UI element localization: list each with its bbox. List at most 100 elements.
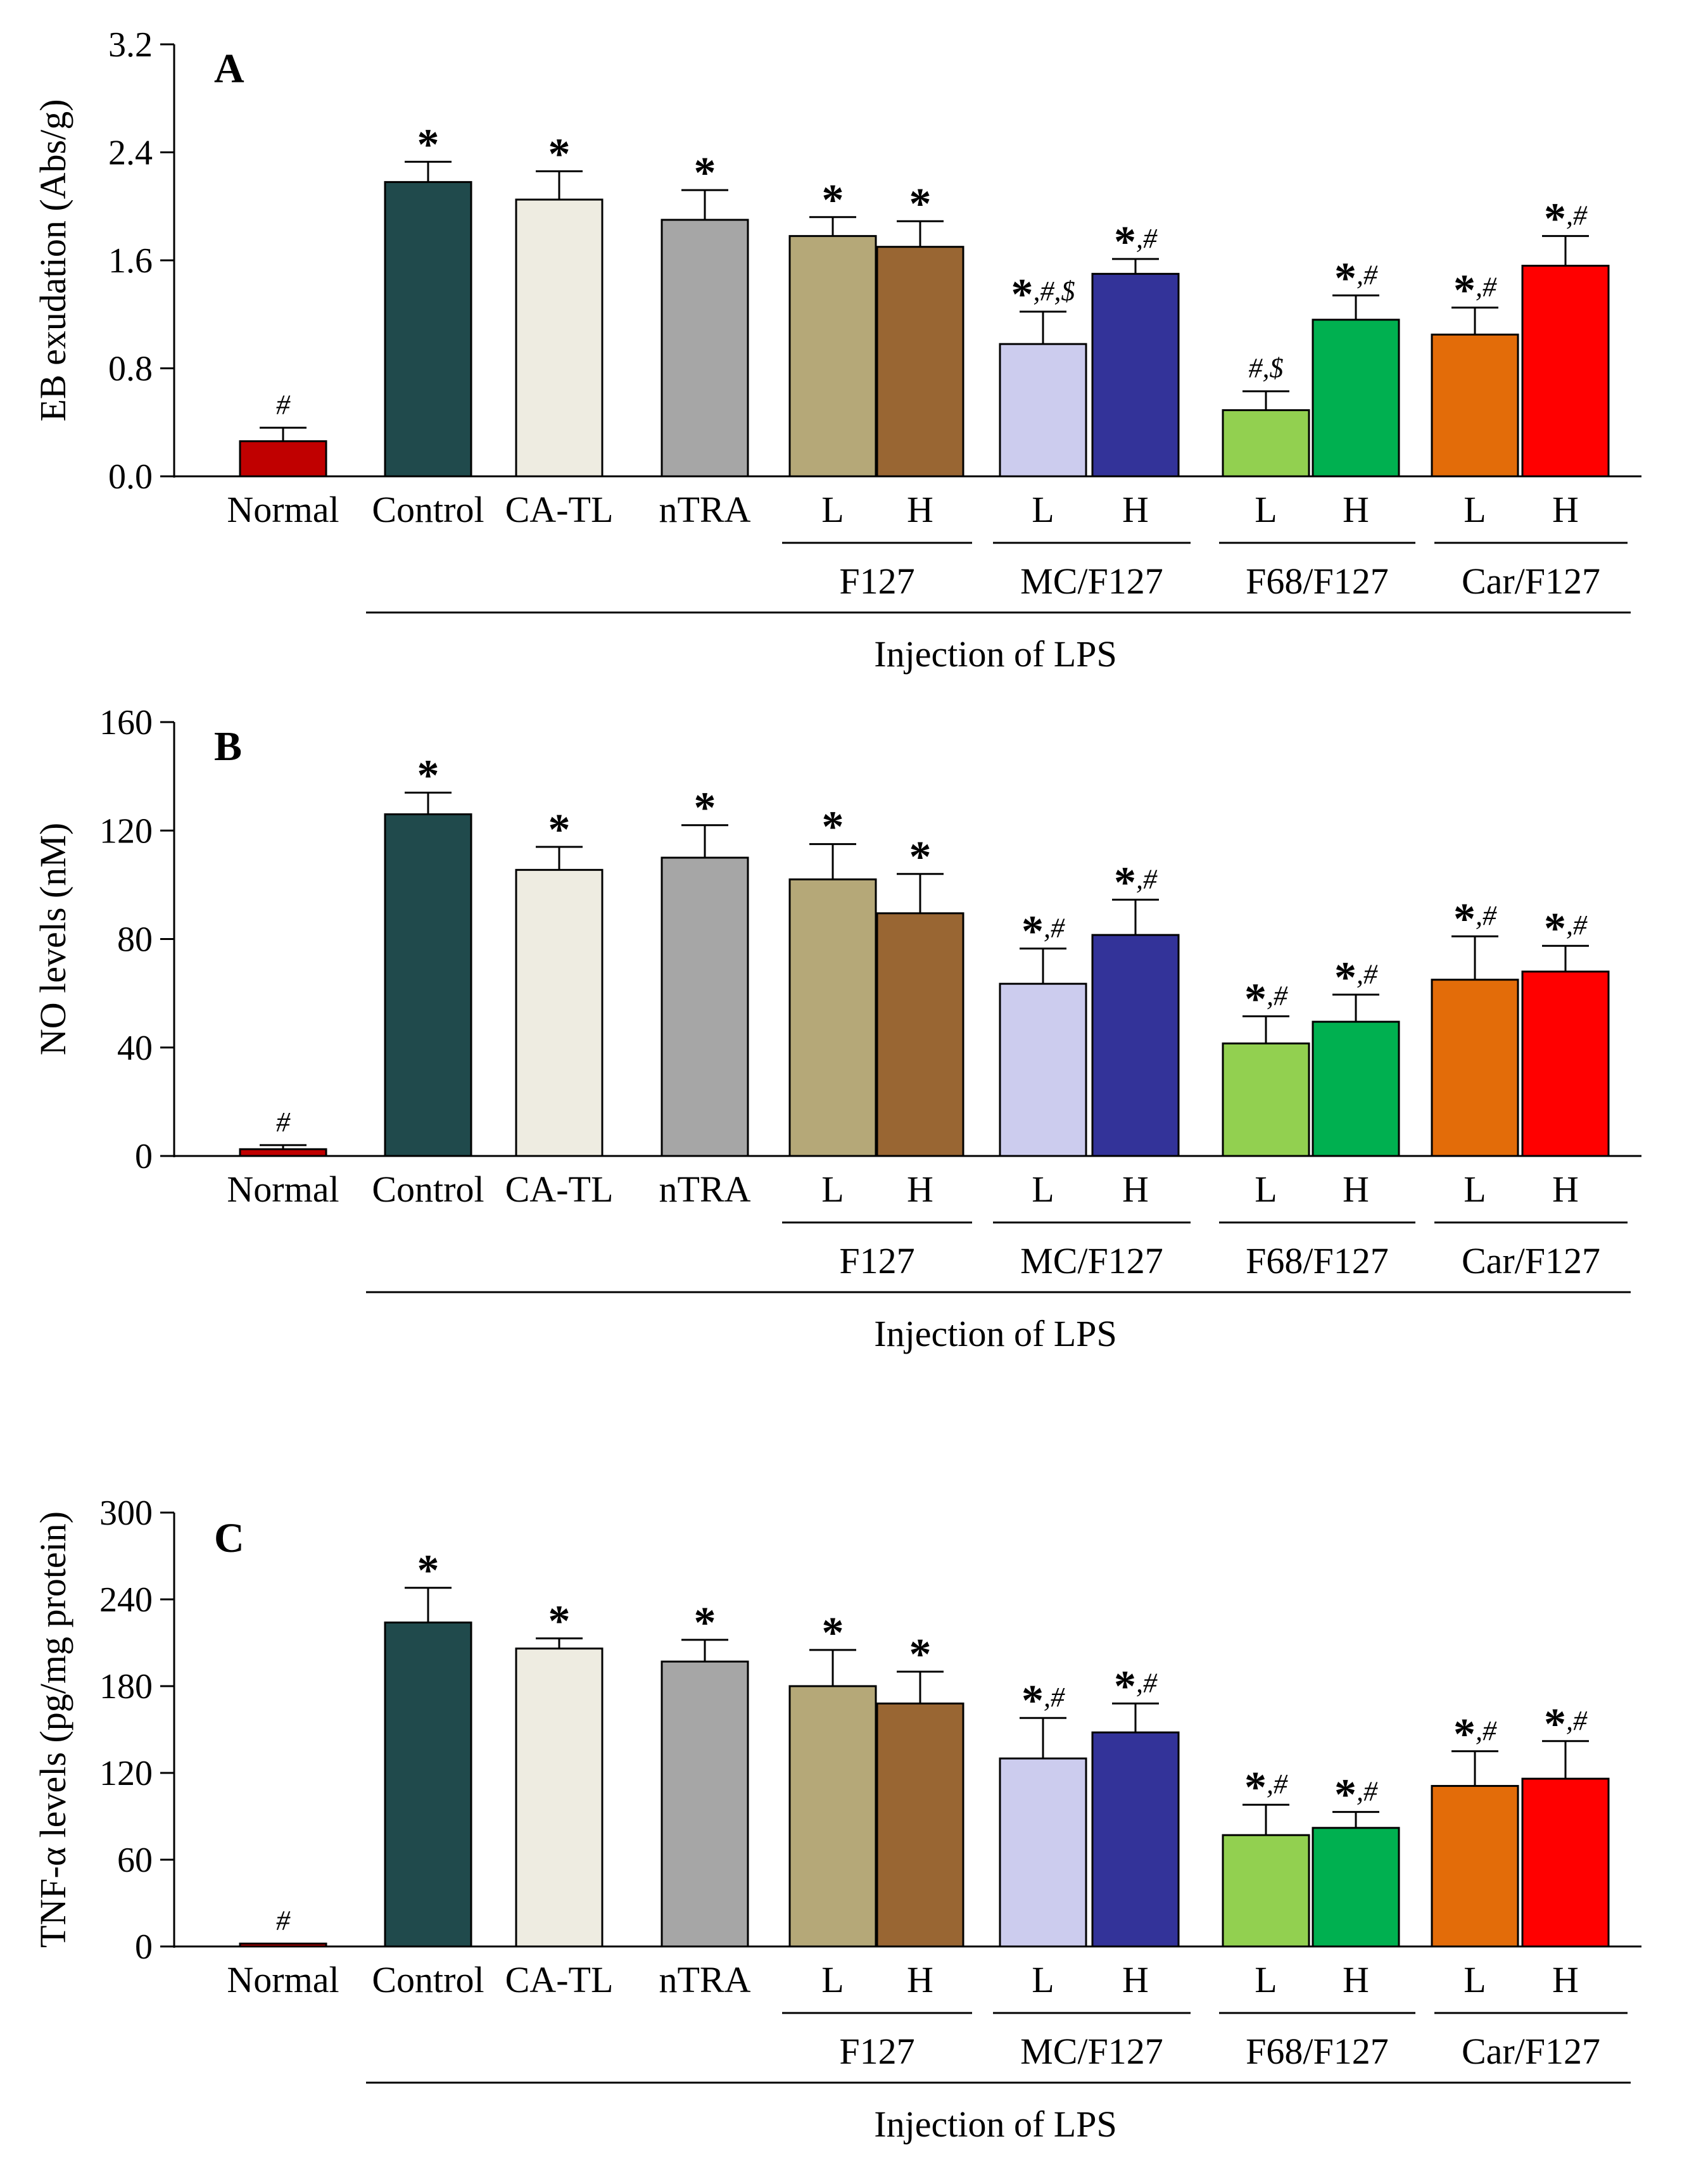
dose-label-low: L <box>821 1169 844 1210</box>
significance-star: * <box>822 803 844 852</box>
formulation-label: F127 <box>839 2031 914 2072</box>
significance-symbol: #,$ <box>1249 353 1284 384</box>
significance-symbol: ,# <box>1356 1776 1378 1807</box>
y-tick-label: 300 <box>99 1494 153 1533</box>
panel-letter: A <box>214 46 244 92</box>
y-tick-label: 2.4 <box>108 134 153 173</box>
significance-star: * <box>548 130 571 179</box>
bar-car-f127-l <box>1431 979 1519 1157</box>
dose-label-low: L <box>821 489 844 530</box>
category-label: CA-TL <box>505 489 614 530</box>
significance-star: * <box>1334 254 1356 303</box>
y-tick-label: 160 <box>99 703 153 742</box>
y-tick-label: 120 <box>99 811 153 851</box>
panel-letter: B <box>214 723 242 770</box>
bar-car-f127-h <box>1521 970 1610 1157</box>
formulation-label: MC/F127 <box>1020 1240 1163 1281</box>
y-tick-label: 180 <box>99 1667 153 1706</box>
y-axis-title: NO levels (nM) <box>32 823 73 1055</box>
y-tick-label: 3.2 <box>108 25 153 65</box>
significance-label: # <box>276 1905 291 1936</box>
bar-normal <box>239 440 327 478</box>
significance-symbol: # <box>276 389 291 420</box>
formulation-label: Car/F127 <box>1462 561 1600 602</box>
significance-symbol: ,# <box>1476 1715 1497 1746</box>
significance-star: * <box>417 751 439 800</box>
y-tick-label: 80 <box>117 920 153 960</box>
bar-mc-f127-l <box>999 1757 1087 1948</box>
dose-label-low: L <box>1464 1169 1486 1210</box>
significance-star: * <box>1544 1700 1566 1749</box>
dose-label-high: H <box>1122 1959 1149 2000</box>
bar-normal <box>239 1942 327 1948</box>
significance-star: * <box>822 1609 844 1658</box>
significance-label: * <box>417 1547 439 1596</box>
significance-star: * <box>548 806 571 854</box>
category-label: nTRA <box>659 489 751 530</box>
bar-f127-h <box>876 246 964 478</box>
bar-ntra <box>661 1660 749 1948</box>
formulation-label: F127 <box>839 561 914 602</box>
significance-star: * <box>1334 953 1356 1002</box>
significance-label: *,# <box>1021 907 1065 956</box>
bar-mc-f127-l <box>999 982 1087 1157</box>
dose-label-low: L <box>1464 489 1486 530</box>
significance-star: * <box>909 180 932 229</box>
category-label: CA-TL <box>505 1959 614 2000</box>
y-tick-label: 40 <box>117 1029 153 1068</box>
formulation-label: F127 <box>839 1240 914 1281</box>
dose-label-high: H <box>907 489 933 530</box>
significance-symbol: ,# <box>1356 958 1378 989</box>
significance-label: * <box>822 176 844 225</box>
bar-car-f127-l <box>1431 1785 1519 1948</box>
significance-label: * <box>694 784 716 833</box>
y-tick-label: 0 <box>135 1927 153 1967</box>
bar-mc-f127-h <box>1091 272 1180 478</box>
category-label: nTRA <box>659 1959 751 2000</box>
significance-label: * <box>909 833 932 882</box>
bar-ca-tl <box>515 1648 604 1948</box>
significance-star: * <box>1244 975 1267 1024</box>
bar-mc-f127-h <box>1091 934 1180 1157</box>
significance-label: * <box>548 1597 571 1646</box>
category-label: Control <box>372 489 484 530</box>
bar-f127-l <box>788 235 877 478</box>
significance-star: * <box>1114 858 1136 907</box>
bar-car-f127-h <box>1521 265 1610 478</box>
significance-label: *,# <box>1544 905 1588 953</box>
category-label: Normal <box>227 1169 339 1210</box>
panel-a: 0.0 0.8 1.6 2.4 3.2 EB exudation (Abs/g) A # * * *… <box>32 25 1641 675</box>
significance-symbol: # <box>276 1905 291 1936</box>
bar-control <box>384 813 472 1157</box>
significance-symbol: ,# <box>1044 1682 1065 1713</box>
bar-f68-f127-l <box>1222 1042 1310 1157</box>
significance-label: * <box>548 806 571 854</box>
significance-symbol: ,# <box>1476 900 1497 931</box>
significance-star: * <box>1021 1677 1044 1725</box>
bar-ntra <box>661 219 749 478</box>
y-tick-label: 0.0 <box>108 457 153 497</box>
significance-symbol: ,# <box>1476 272 1497 303</box>
significance-star: * <box>1011 270 1034 319</box>
significance-label: *,# <box>1334 953 1378 1002</box>
significance-star: * <box>1544 905 1566 953</box>
dose-label-high: H <box>907 1959 933 2000</box>
category-label: Control <box>372 1959 484 2000</box>
bar-mc-f127-l <box>999 343 1087 478</box>
significance-star: * <box>1244 1763 1267 1812</box>
significance-star: * <box>1021 907 1044 956</box>
category-label: Normal <box>227 489 339 530</box>
y-tick-label: 1.6 <box>108 241 153 281</box>
bar-car-f127-l <box>1431 333 1519 478</box>
dose-label-low: L <box>1255 1959 1277 2000</box>
bar-control <box>384 1622 472 1948</box>
significance-star: * <box>417 1547 439 1596</box>
significance-star: * <box>1453 267 1476 315</box>
formulation-label: F68/F127 <box>1246 561 1389 602</box>
y-tick-label: 0.8 <box>108 350 153 389</box>
y-axis-title: EB exudation (Abs/g) <box>32 99 73 421</box>
formulation-label: MC/F127 <box>1020 2031 1163 2072</box>
significance-label: *,# <box>1114 1662 1158 1711</box>
formulation-label: Car/F127 <box>1462 1240 1600 1281</box>
